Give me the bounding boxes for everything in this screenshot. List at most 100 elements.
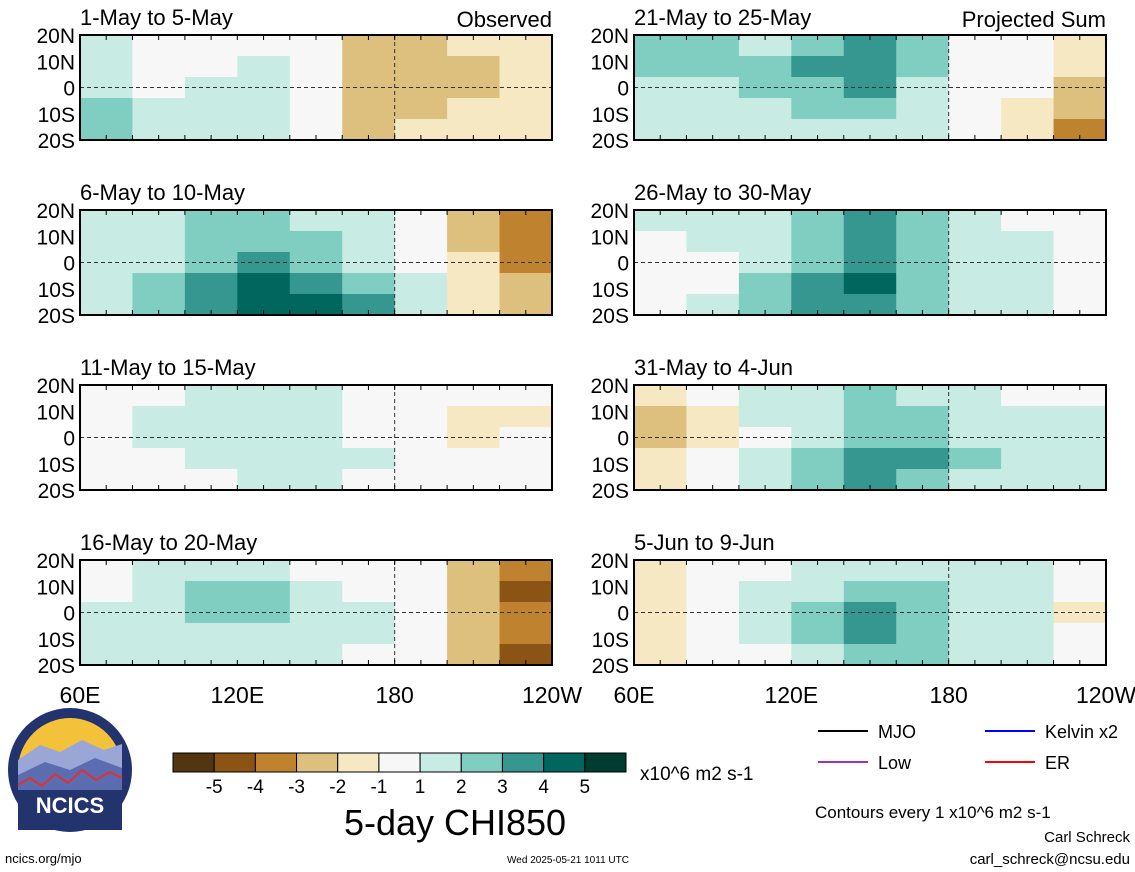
heatmap-cell (342, 469, 396, 491)
heatmap-cell (132, 448, 186, 470)
site-url: ncics.org/mjo (5, 851, 82, 866)
y-tick-label: 10N (590, 51, 629, 74)
y-tick-label: 10N (36, 401, 75, 424)
heatmap-cell (634, 210, 687, 232)
heatmap-cell (843, 119, 897, 141)
colorbar-tick-label: 2 (456, 777, 467, 798)
heatmap-cell (1053, 56, 1107, 78)
heatmap-cell (634, 77, 687, 99)
heatmap-cell (1001, 469, 1055, 491)
heatmap-cell (686, 581, 740, 603)
heatmap-cell (447, 35, 501, 57)
heatmap-cell (342, 644, 396, 666)
heatmap-cell (184, 210, 238, 232)
heatmap-cell (499, 35, 553, 57)
heatmap-cell (447, 448, 501, 470)
heatmap-cell (184, 644, 238, 666)
y-tick-label: 10N (590, 401, 629, 424)
heatmap-cell (843, 644, 897, 666)
heatmap-cell (184, 385, 238, 407)
heatmap-cell (237, 581, 291, 603)
heatmap-cell (686, 119, 740, 141)
x-tick-label: 60E (614, 682, 655, 708)
heatmap-cell (499, 560, 553, 582)
heatmap-cell (843, 210, 897, 232)
panel-label: 5-Jun to 9-Jun (634, 530, 775, 555)
colorbar-swatch (172, 752, 215, 773)
heatmap-cell (686, 623, 740, 645)
x-tick-label: 180 (929, 682, 967, 708)
heatmap-cell (1001, 273, 1055, 295)
heatmap-cell (80, 35, 133, 57)
heatmap-cell (634, 385, 687, 407)
colorbar-swatch (501, 752, 545, 773)
heatmap-cell (686, 35, 740, 57)
heatmap-cell (1053, 294, 1107, 316)
y-tick-label: 20S (592, 655, 629, 678)
x-tick-label: 180 (375, 682, 413, 708)
y-tick-label: 10S (592, 104, 629, 127)
y-tick-label: 10S (592, 629, 629, 652)
heatmap-cell (342, 448, 396, 470)
heatmap-cell (1053, 623, 1107, 645)
y-tick-label: 20S (38, 305, 75, 328)
heatmap-cell (686, 231, 740, 253)
heatmap-cell (184, 294, 238, 316)
timestamp: Wed 2025-05-21 1011 UTC (507, 855, 629, 866)
contour-legend: MJO Kelvin x2 Low ER (818, 722, 1118, 773)
heatmap-cell (342, 623, 396, 645)
heatmap-cell (184, 231, 238, 253)
x-tick-label: 120W (522, 682, 582, 708)
heatmap-cell (447, 56, 501, 78)
heatmap-cell (738, 581, 792, 603)
panel-label: 26-May to 30-May (634, 180, 811, 205)
heatmap-cell (447, 273, 501, 295)
heatmap-cell (237, 623, 291, 645)
heatmap-cell (738, 273, 792, 295)
heatmap-cell (394, 77, 448, 99)
y-tick-label: 10S (592, 454, 629, 477)
heatmap-cell (80, 406, 133, 428)
heatmap-cell (447, 98, 501, 120)
colorbar-swatch (584, 752, 627, 773)
heatmap-cell (634, 602, 687, 624)
heatmap-cell (184, 581, 238, 603)
heatmap-cell (394, 119, 448, 141)
heatmap-cell (237, 56, 291, 78)
heatmap-cell (132, 273, 186, 295)
heatmap-cell (948, 77, 1002, 99)
colorbar-units: x10^6 m2 s-1 (640, 764, 753, 785)
heatmap-cell (289, 448, 343, 470)
heatmap-cell (686, 56, 740, 78)
heatmap-cell (1001, 560, 1055, 582)
heatmap-cell (80, 252, 133, 274)
heatmap-cell (686, 385, 740, 407)
ncics-logo: NCICS (8, 708, 132, 832)
y-tick-label: 20S (38, 480, 75, 503)
heatmap-cell (80, 210, 133, 232)
heatmap-cell (394, 98, 448, 120)
heatmap-cell (80, 273, 133, 295)
heatmap-cell (791, 56, 845, 78)
legend-label-er: ER (1045, 753, 1070, 773)
heatmap-cell (237, 273, 291, 295)
colorbar-tick-label: -1 (370, 777, 387, 798)
heatmap-cell (80, 623, 133, 645)
heatmap-cell (634, 406, 687, 428)
heatmap-cell (1053, 98, 1107, 120)
heatmap-cell (289, 231, 343, 253)
heatmap-cell (289, 252, 343, 274)
y-tick-label: 20S (38, 655, 75, 678)
heatmap-cell (342, 56, 396, 78)
heatmap-cell (948, 294, 1002, 316)
heatmap-cell (896, 644, 950, 666)
heatmap-cell (342, 385, 396, 407)
heatmap-cell (634, 560, 687, 582)
heatmap-cell (447, 210, 501, 232)
heatmap-cell (634, 644, 687, 666)
heatmap-cell (948, 210, 1002, 232)
heatmap-cell (289, 644, 343, 666)
heatmap-cell (184, 252, 238, 274)
